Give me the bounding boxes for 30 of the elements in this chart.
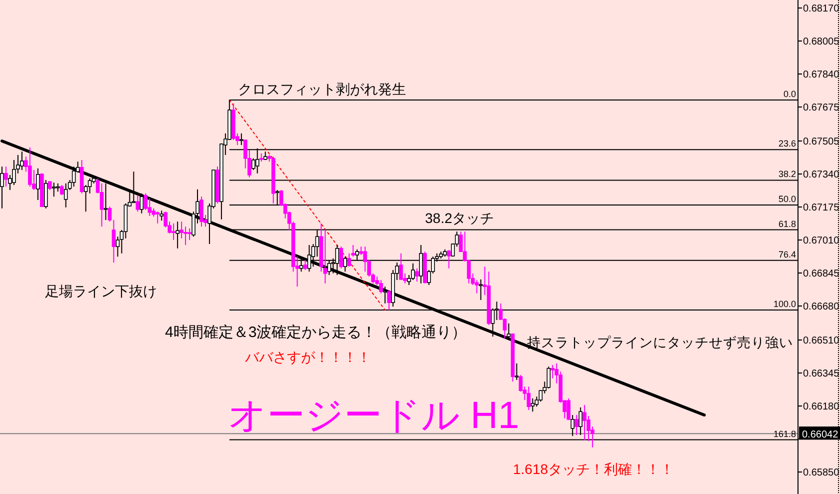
y-tick-label: 0.66680 <box>803 302 840 312</box>
y-tick-label: 0.66510 <box>803 336 840 346</box>
y-tick-label: 0.67010 <box>803 236 840 246</box>
y-tick-label: 0.67340 <box>803 170 840 180</box>
annotation: 50.0 <box>778 194 796 204</box>
y-tick-label: 0.67840 <box>803 70 840 80</box>
annotation: 0.0 <box>783 89 796 99</box>
y-tick-label: 0.66180 <box>803 402 840 412</box>
y-tick-label: 0.65850 <box>803 468 840 478</box>
annotation: 4時間確定＆3波確定から走る！（戦略通り） <box>165 324 467 341</box>
annotation: 1.618タッチ！利確！！！ <box>513 461 674 477</box>
annotation: 38.2タッチ <box>425 210 494 226</box>
annotation: 76.4 <box>778 249 796 260</box>
y-tick-label: 0.68005 <box>803 36 840 48</box>
y-tick-label: 0.66345 <box>803 368 840 380</box>
annotation: クロスフィット剥がれ発生 <box>238 81 406 97</box>
annotation: ババさすが！！！！ <box>244 349 371 365</box>
annotation: 38.2 <box>778 169 796 180</box>
text: オージードル H1 <box>228 395 520 437</box>
annotation: 61.8 <box>778 218 796 229</box>
y-tick-label: 0.67675 <box>803 102 840 114</box>
annotation: 足場ライン下抜け <box>45 283 157 299</box>
y-tick-label: 0.67505 <box>803 136 840 148</box>
ref-line-label: 0.66042 <box>802 430 839 441</box>
y-tick-label: 0.68170 <box>803 4 840 14</box>
y-tick-label: 0.67175 <box>803 202 840 214</box>
annotation: 161.8 <box>773 428 796 439</box>
annotation: 23.6 <box>778 138 796 149</box>
y-tick-label: 0.66845 <box>803 268 840 280</box>
annotation: 100.0 <box>773 299 796 309</box>
